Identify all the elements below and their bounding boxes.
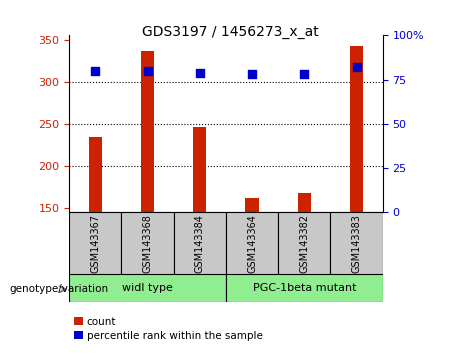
Bar [278, 212, 331, 274]
Bar [121, 212, 174, 274]
Text: GSM143382: GSM143382 [299, 214, 309, 273]
Bar [193, 127, 206, 212]
Bar [331, 212, 383, 274]
Text: widl type: widl type [122, 283, 173, 293]
Bar [350, 46, 363, 212]
Text: GSM143364: GSM143364 [247, 214, 257, 273]
Bar [226, 274, 383, 302]
Bar [89, 137, 102, 212]
Point [301, 72, 308, 77]
Bar [141, 51, 154, 212]
Text: GDS3197 / 1456273_x_at: GDS3197 / 1456273_x_at [142, 25, 319, 39]
Text: PGC-1beta mutant: PGC-1beta mutant [253, 283, 356, 293]
Point [196, 70, 203, 75]
Bar [69, 212, 121, 274]
Bar [226, 212, 278, 274]
Text: GSM143384: GSM143384 [195, 214, 205, 273]
Bar [69, 274, 226, 302]
Text: GSM143368: GSM143368 [142, 214, 153, 273]
Point [248, 72, 256, 77]
Bar [174, 212, 226, 274]
Point [144, 68, 151, 74]
Point [353, 64, 360, 70]
Legend: count, percentile rank within the sample: count, percentile rank within the sample [74, 317, 263, 341]
Point [92, 68, 99, 74]
Text: genotype/variation: genotype/variation [9, 284, 108, 293]
Text: GSM143367: GSM143367 [90, 214, 100, 273]
Bar [298, 193, 311, 212]
Text: GSM143383: GSM143383 [351, 214, 361, 273]
Bar [245, 198, 259, 212]
